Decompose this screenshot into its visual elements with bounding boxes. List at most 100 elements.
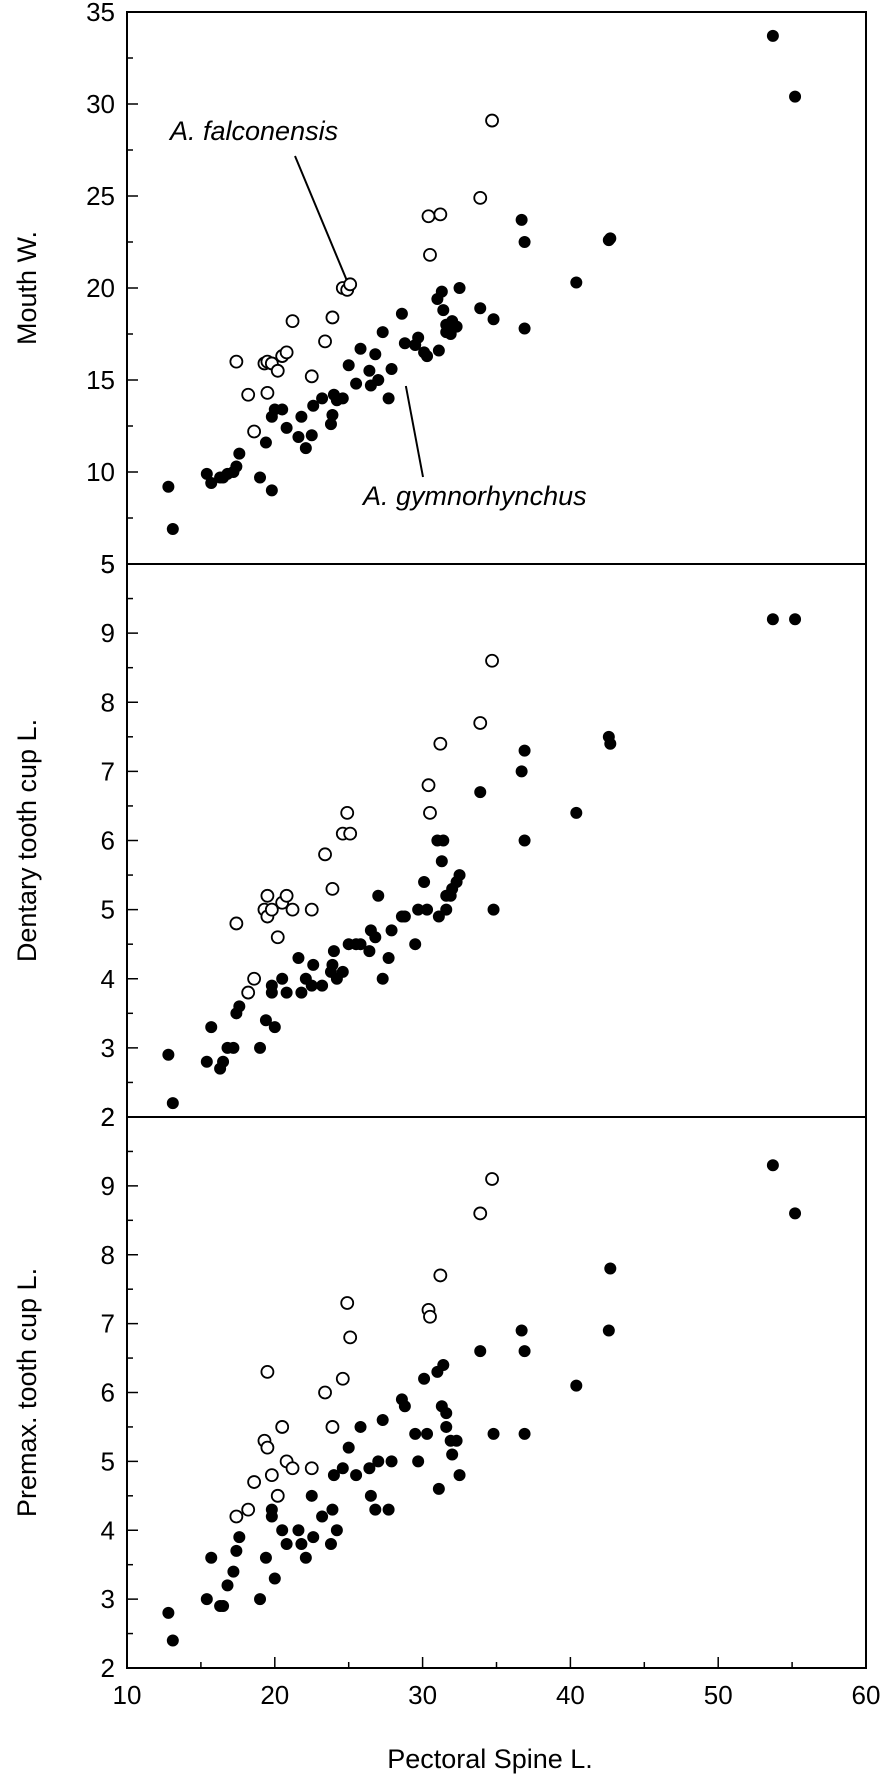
data-point-open [485, 1172, 499, 1186]
data-point-open [423, 1309, 437, 1324]
data-point-filled [412, 331, 425, 344]
data-point-filled [205, 1021, 218, 1034]
data-point-filled [385, 1455, 398, 1468]
y-tick-label: 35 [86, 0, 115, 27]
data-point-filled [372, 1455, 385, 1468]
data-point-filled [330, 1524, 343, 1537]
data-point-filled [432, 910, 445, 923]
y-tick-label: 8 [101, 1240, 115, 1270]
data-point-open [270, 930, 285, 945]
data-point-filled [259, 1551, 272, 1564]
data-point-filled [254, 1593, 267, 1606]
data-point-filled [162, 480, 175, 493]
data-point-filled [326, 408, 339, 421]
data-point-filled [412, 1455, 425, 1468]
y-axis-label: Dentary tooth cup L. [12, 719, 42, 962]
plot-frame [126, 563, 867, 1118]
data-point-filled [363, 1462, 376, 1475]
data-point-open [343, 826, 358, 841]
data-point-filled [518, 1427, 531, 1440]
data-point-filled [254, 471, 267, 484]
data-point-open [304, 369, 319, 384]
data-point-filled [230, 460, 243, 473]
data-point-filled [474, 786, 487, 799]
data-point-filled [205, 1551, 218, 1564]
y-tick-label: 30 [86, 89, 115, 119]
data-point-open [247, 424, 262, 439]
data-point-filled [305, 429, 318, 442]
data-point-filled [487, 903, 500, 916]
y-tick-label: 6 [101, 1378, 115, 1408]
x-tick-label: 50 [704, 1680, 733, 1710]
data-point-open [318, 1385, 332, 1400]
y-tick-label: 7 [101, 1309, 115, 1339]
data-point-filled [382, 392, 395, 405]
data-point-open [285, 314, 300, 329]
y-axis-label: Mouth W. [12, 231, 42, 345]
data-point-filled [305, 1489, 318, 1502]
data-point-filled [398, 337, 411, 350]
data-point-filled [418, 875, 431, 888]
data-point-filled [295, 1538, 308, 1551]
x-tick-label: 20 [260, 1680, 289, 1710]
data-point-filled [453, 869, 466, 882]
data-point-open [335, 1371, 350, 1386]
y-tick-label: 20 [86, 273, 115, 303]
data-point-filled [515, 1324, 528, 1337]
data-point-filled [515, 765, 528, 778]
data-point-filled [327, 945, 340, 958]
data-point-open [473, 716, 488, 730]
data-point-filled [385, 924, 398, 937]
data-point-open [229, 916, 244, 931]
y-tick-label: 3 [101, 1584, 115, 1614]
data-point-filled [205, 477, 218, 490]
data-point-filled [440, 903, 453, 916]
data-point-filled [421, 1427, 434, 1440]
data-point-filled [518, 744, 531, 757]
data-point-filled [766, 613, 779, 626]
data-point-open [421, 209, 436, 224]
data-point-filled [200, 1593, 213, 1606]
data-point-open [260, 385, 275, 400]
data-point-filled [437, 834, 450, 847]
data-point-open [325, 1420, 340, 1434]
data-point-filled [435, 285, 448, 298]
data-point-filled [450, 1434, 463, 1447]
data-point-filled [604, 737, 617, 750]
data-point-filled [327, 1469, 340, 1482]
data-point-open [485, 113, 499, 128]
data-point-open [433, 736, 448, 751]
y-tick-label: 2 [101, 1653, 115, 1683]
data-point-filled [363, 945, 376, 958]
data-point-filled [265, 1510, 278, 1523]
data-point-filled [418, 1372, 431, 1385]
panel-premax-tooth-cup: 2 3 4 5 6 7 8 9 2 Premax. tooth cup L. 10 20 30 40 50 6… [12, 1102, 880, 1710]
data-point-filled [254, 1041, 267, 1054]
data-point-open [304, 902, 319, 917]
data-point-filled [440, 1420, 453, 1433]
annotation-label: A. gymnorhynchus [361, 481, 587, 511]
data-point-filled [398, 910, 411, 923]
data-point-filled [487, 313, 500, 326]
data-point-filled [450, 320, 463, 333]
data-point-filled [372, 889, 385, 902]
data-point-open [260, 1440, 275, 1455]
y-tick-label: 9 [101, 618, 115, 648]
data-point-filled [307, 1531, 320, 1544]
y-tick-label: 5 [101, 895, 115, 925]
data-point-filled [372, 374, 385, 386]
data-point-open [433, 1268, 448, 1283]
data-point-filled [395, 307, 408, 320]
data-point-filled [307, 958, 320, 971]
data-point-filled [602, 1324, 615, 1337]
data-point-open [285, 1461, 300, 1476]
y-tick-label: 10 [86, 457, 115, 487]
data-point-filled [166, 1634, 179, 1647]
data-point-open [473, 1206, 488, 1221]
data-point-filled [570, 276, 583, 289]
data-point-open [260, 1364, 275, 1379]
data-point-filled [474, 302, 487, 315]
data-point-filled [295, 986, 308, 999]
y-tick-label: 9 [101, 1171, 115, 1201]
